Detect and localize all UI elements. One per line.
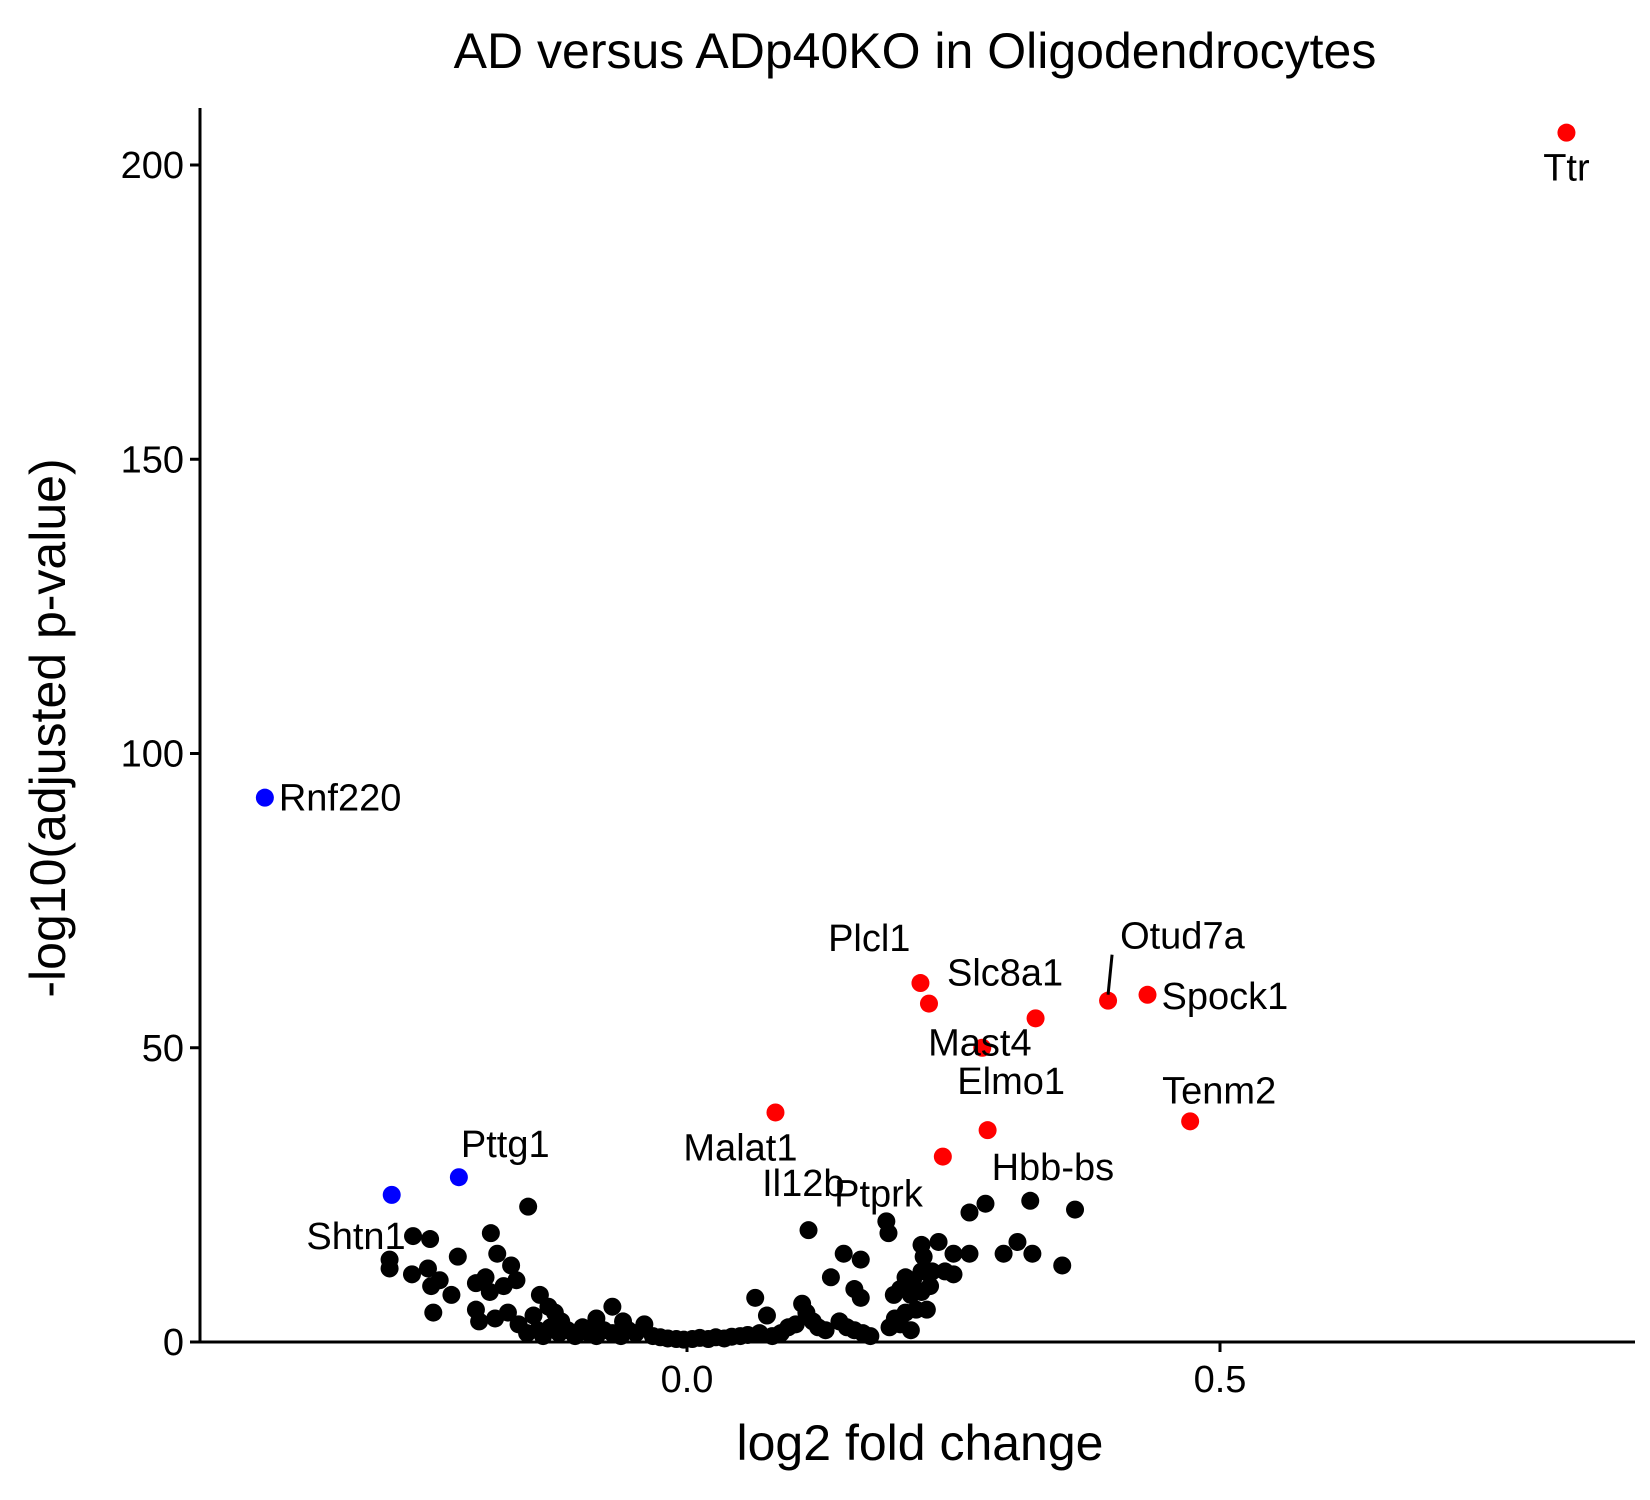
gene-label-pttg1: Pttg1 — [461, 1124, 550, 1166]
gene-label-tenm2: Tenm2 — [1162, 1070, 1276, 1112]
y-tick-label: 0 — [163, 1322, 184, 1364]
data-point-ns — [424, 1303, 443, 1322]
chart-title: AD versus ADp40KO in Oligodendrocytes — [454, 23, 1377, 79]
point-labels: Ttr Plcl1 Slc8a1 Mast4 Otud7a Spock1 Elmo1 Tenm… — [279, 148, 1590, 1258]
data-point-ns — [430, 1271, 449, 1290]
data-point-ns — [488, 1244, 507, 1263]
gene-label-plcl1: Plcl1 — [828, 918, 910, 960]
data-point-ns — [494, 1277, 513, 1296]
gene-label-ptprk: Ptprk — [834, 1174, 924, 1216]
data-point-ns — [1053, 1256, 1072, 1275]
data-point-down — [255, 788, 274, 807]
data-point-ns — [786, 1315, 805, 1334]
data-point-up — [766, 1103, 785, 1122]
y-tick-label: 150 — [121, 439, 184, 481]
axis-ticks: 0 50 100 150 200 0.0 0.5 — [121, 145, 1247, 1401]
data-point-ns — [816, 1321, 835, 1340]
axes — [198, 108, 1635, 1344]
data-point-ns — [861, 1327, 880, 1346]
data-point-ns — [1023, 1244, 1042, 1263]
data-point-ns — [480, 1282, 499, 1301]
data-point-up — [1181, 1112, 1200, 1131]
x-tick-label: 0.5 — [1194, 1359, 1247, 1401]
data-point-ns — [498, 1303, 517, 1322]
data-point-ns — [746, 1288, 765, 1307]
data-point-up — [978, 1121, 997, 1140]
data-point-ns — [944, 1244, 963, 1263]
data-point-up — [1557, 123, 1576, 142]
data-point-ns — [821, 1268, 840, 1287]
data-point-ns — [448, 1247, 467, 1266]
data-point-ns — [960, 1244, 979, 1263]
y-tick-label: 50 — [142, 1028, 184, 1070]
data-point-ns — [914, 1247, 933, 1266]
data-point-up — [1138, 985, 1157, 1004]
gene-label-spock1: Spock1 — [1162, 976, 1289, 1018]
data-point-ns — [442, 1285, 461, 1304]
data-point-ns — [402, 1265, 421, 1284]
data-points — [255, 123, 1576, 1349]
data-point-up — [933, 1147, 952, 1166]
data-point-up — [973, 1038, 992, 1057]
data-point-ns — [994, 1244, 1013, 1263]
gene-label-slc8a1: Slc8a1 — [947, 953, 1063, 995]
gene-label-il12b: Il12b — [762, 1163, 844, 1205]
y-tick-label: 200 — [121, 145, 184, 187]
data-point-ns — [799, 1221, 818, 1240]
label-leader-line — [1106, 954, 1114, 995]
data-point-ns — [834, 1244, 853, 1263]
data-point-ns — [976, 1194, 995, 1213]
data-point-ns — [851, 1288, 870, 1307]
data-point-ns — [404, 1227, 423, 1246]
gene-label-mast4: Mast4 — [928, 1022, 1031, 1064]
data-point-up — [919, 994, 938, 1013]
gene-label-shtn1: Shtn1 — [306, 1216, 405, 1258]
data-point-ns — [923, 1262, 942, 1281]
data-point-ns — [960, 1203, 979, 1222]
x-axis-title: log2 fold change — [737, 1415, 1104, 1471]
data-point-ns — [879, 1224, 898, 1243]
data-point-ns — [380, 1259, 399, 1278]
data-point-down — [449, 1168, 468, 1187]
data-point-ns — [502, 1256, 521, 1275]
data-point-ns — [944, 1265, 963, 1284]
data-point-ns — [851, 1250, 870, 1269]
data-point-down — [382, 1185, 401, 1204]
data-point-up — [911, 974, 930, 993]
data-point-ns — [470, 1312, 489, 1331]
data-point-ns — [917, 1300, 936, 1319]
data-point-ns — [757, 1306, 776, 1325]
data-point-ns — [901, 1321, 920, 1340]
gene-label-ttr: Ttr — [1543, 148, 1590, 190]
data-point-ns — [418, 1259, 437, 1278]
y-tick-label: 100 — [121, 734, 184, 776]
data-point-ns — [481, 1224, 500, 1243]
data-point-ns — [603, 1297, 622, 1316]
data-point-ns — [929, 1232, 948, 1251]
data-point-ns — [524, 1306, 543, 1325]
gene-label-rnf220: Rnf220 — [279, 778, 402, 820]
data-point-ns — [614, 1312, 633, 1331]
data-point-up — [1026, 1009, 1045, 1028]
x-tick-label: 0.0 — [661, 1359, 714, 1401]
data-point-ns — [476, 1268, 495, 1287]
data-point-ns — [921, 1277, 940, 1296]
data-point-ns — [1021, 1191, 1040, 1210]
data-point-ns — [587, 1309, 606, 1328]
gene-label-otud7a: Otud7a — [1120, 916, 1246, 958]
gene-label-elmo1: Elmo1 — [957, 1061, 1065, 1103]
gene-label-hbb-bs: Hbb-bs — [992, 1147, 1115, 1189]
data-point-up — [1099, 991, 1118, 1010]
y-axis-title: -log10(adjusted p-value) — [20, 458, 76, 997]
data-point-ns — [1066, 1200, 1085, 1219]
data-point-ns — [519, 1197, 538, 1216]
data-point-ns — [1008, 1232, 1027, 1251]
data-point-ns — [421, 1230, 440, 1249]
gene-label-malat1: Malat1 — [683, 1127, 797, 1169]
